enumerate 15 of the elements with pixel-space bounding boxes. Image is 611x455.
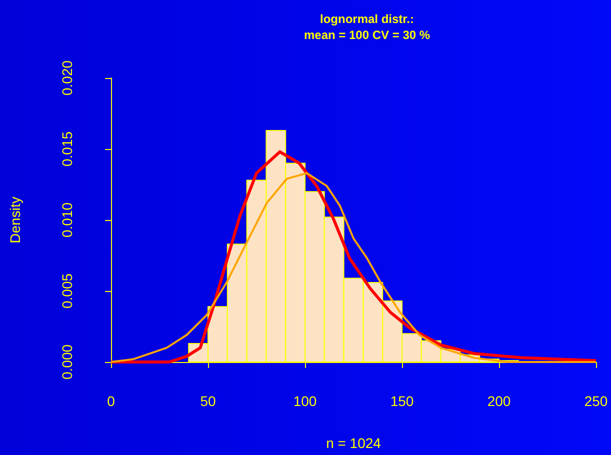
chart-title: lognormal distr.: — [320, 12, 414, 26]
chart-subtitle: mean = 100 CV = 30 % — [304, 28, 430, 42]
x-tick-label: 0 — [107, 393, 116, 409]
x-axis-title: n = 1024 — [326, 435, 382, 451]
x-tick-label: 100 — [293, 393, 317, 409]
y-tick-label: 0.000 — [59, 344, 75, 380]
y-tick-label: 0.005 — [59, 273, 75, 309]
x-tick-label: 50 — [200, 393, 216, 409]
x-tick-label: 150 — [390, 393, 414, 409]
y-tick-label: 0.010 — [59, 202, 75, 238]
x-tick-label: 200 — [487, 393, 511, 409]
x-tick-label: 250 — [584, 393, 608, 409]
y-tick-label: 0.020 — [59, 60, 75, 96]
y-axis-title: Density — [7, 196, 23, 244]
y-tick-label: 0.015 — [59, 131, 75, 167]
